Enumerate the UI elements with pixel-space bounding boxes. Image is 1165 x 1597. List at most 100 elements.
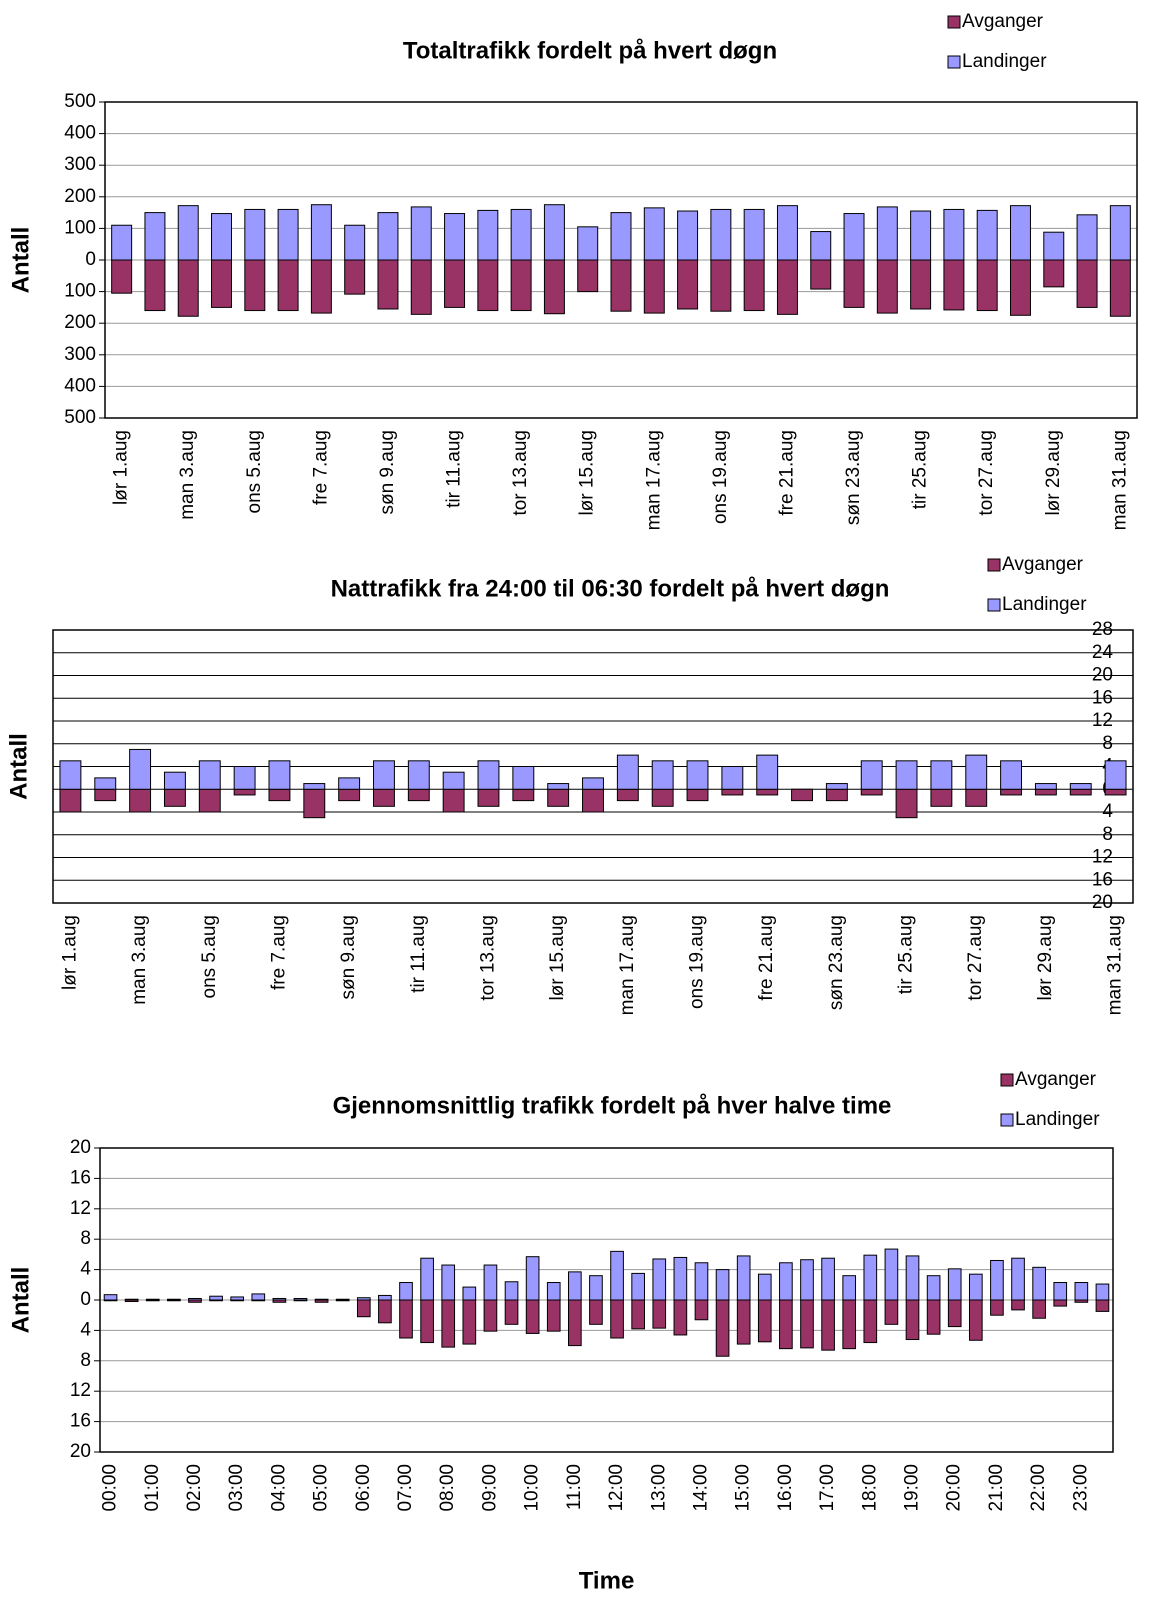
bar bbox=[721, 788, 744, 796]
bar bbox=[943, 208, 965, 261]
bar bbox=[843, 259, 865, 308]
bar bbox=[378, 1299, 392, 1324]
bar bbox=[477, 760, 500, 790]
x-tick-label: 17:00 bbox=[817, 1464, 838, 1512]
x-tick-label: tir 11.aug bbox=[444, 430, 465, 508]
x-tick-label: tor 27.aug bbox=[965, 915, 986, 1001]
bar bbox=[686, 760, 709, 790]
bar bbox=[198, 760, 221, 790]
bar bbox=[1074, 1282, 1089, 1301]
bar bbox=[211, 259, 233, 308]
legend-swatch bbox=[987, 598, 1001, 612]
bar bbox=[776, 259, 798, 315]
bar bbox=[111, 224, 133, 261]
bar bbox=[483, 1299, 498, 1332]
bar bbox=[510, 208, 532, 261]
x-tick-label: 21:00 bbox=[986, 1464, 1007, 1512]
bar bbox=[144, 259, 166, 312]
bar bbox=[652, 1299, 667, 1329]
bar bbox=[310, 204, 332, 261]
bar bbox=[251, 1293, 266, 1301]
bar bbox=[543, 259, 565, 315]
x-tick-label: 11:00 bbox=[564, 1464, 585, 1510]
bar bbox=[378, 1294, 392, 1301]
y-tick-label: 4 bbox=[1102, 801, 1113, 822]
y-tick-label: 8 bbox=[1102, 733, 1113, 754]
bar bbox=[910, 259, 932, 310]
bar bbox=[462, 1286, 477, 1301]
bar bbox=[800, 1299, 814, 1349]
bar bbox=[547, 788, 570, 807]
y-tick-label: 12 bbox=[70, 1380, 91, 1401]
bar bbox=[673, 1256, 688, 1301]
bar bbox=[1104, 788, 1127, 796]
bar bbox=[610, 1250, 624, 1301]
x-tick-label: 22:00 bbox=[1028, 1464, 1049, 1512]
bar bbox=[895, 760, 918, 790]
bar bbox=[905, 1255, 920, 1301]
x-tick-label: 06:00 bbox=[353, 1464, 374, 1512]
bar bbox=[338, 788, 361, 802]
bar bbox=[694, 1262, 709, 1301]
bar bbox=[444, 259, 466, 308]
bar bbox=[111, 259, 133, 294]
x-tick-label: man 17.aug bbox=[617, 915, 638, 1015]
y-tick-label: 12 bbox=[1092, 847, 1113, 868]
bar bbox=[211, 213, 233, 261]
bar bbox=[504, 1299, 519, 1325]
chart-title: Gjennomsnittlig trafikk fordelt på hver … bbox=[333, 1092, 892, 1119]
bar bbox=[926, 1299, 941, 1335]
bar bbox=[546, 1299, 561, 1332]
y-tick-label: 400 bbox=[64, 123, 96, 144]
x-tick-label: 13:00 bbox=[648, 1464, 669, 1512]
y-tick-label: 500 bbox=[64, 407, 96, 428]
bar bbox=[344, 224, 366, 261]
x-tick-label: 18:00 bbox=[859, 1464, 880, 1512]
bar bbox=[825, 788, 848, 802]
legend-label: Avganger bbox=[1002, 554, 1084, 575]
bar bbox=[673, 1299, 688, 1336]
bar bbox=[677, 210, 699, 261]
bar bbox=[410, 259, 432, 315]
bar bbox=[198, 788, 221, 813]
bar bbox=[233, 766, 256, 790]
bar bbox=[610, 212, 632, 261]
legend-swatch bbox=[987, 558, 1001, 572]
bar bbox=[756, 754, 779, 790]
bar bbox=[876, 259, 898, 314]
bar bbox=[442, 771, 465, 790]
y-tick-label: 8 bbox=[80, 1350, 91, 1371]
bar bbox=[863, 1254, 878, 1301]
y-tick-label: 20 bbox=[70, 1441, 91, 1462]
bar bbox=[512, 766, 535, 790]
chart-title: Totaltrafikk fordelt på hvert døgn bbox=[403, 37, 777, 64]
bar bbox=[1011, 1257, 1025, 1301]
bar bbox=[277, 208, 299, 261]
bar bbox=[756, 788, 779, 796]
bar bbox=[399, 1299, 413, 1339]
y-axis-title: Antall bbox=[7, 227, 34, 294]
y-tick-label: 16 bbox=[70, 1167, 91, 1188]
bar bbox=[1000, 788, 1023, 796]
bar bbox=[810, 259, 832, 290]
y-tick-label: 16 bbox=[1092, 869, 1113, 890]
bar bbox=[1011, 1299, 1025, 1311]
y-tick-label: 300 bbox=[64, 344, 96, 365]
bar bbox=[715, 1269, 730, 1301]
bar bbox=[776, 205, 798, 261]
bar bbox=[965, 788, 988, 807]
bar bbox=[1000, 760, 1023, 790]
bar bbox=[1076, 214, 1098, 261]
legend-label: Landinger bbox=[962, 51, 1047, 72]
x-tick-label: 16:00 bbox=[775, 1464, 796, 1512]
bar bbox=[477, 788, 500, 807]
chart: 500 400 300 200 100 0 100 200 300 400 500 lør 1.aug… bbox=[7, 11, 1138, 530]
x-tick-label: 00:00 bbox=[100, 1464, 121, 1512]
bar bbox=[407, 760, 430, 790]
y-tick-label: 12 bbox=[70, 1198, 91, 1219]
bar bbox=[356, 1299, 371, 1318]
bar bbox=[373, 760, 395, 790]
bar bbox=[407, 788, 430, 802]
bar bbox=[1053, 1282, 1068, 1301]
bar bbox=[441, 1264, 456, 1301]
